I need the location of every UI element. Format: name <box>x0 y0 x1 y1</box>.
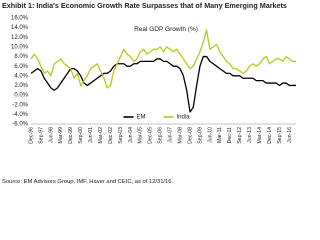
x-tick-label: Jun-10 <box>207 127 213 143</box>
y-tick-label: 0.0% <box>14 93 28 99</box>
chart: Exhibit 1: India's Economic Growth Rate … <box>2 1 296 185</box>
x-tick-label: Dec-14 <box>267 127 273 144</box>
x-tick-label: Dec-05 <box>148 127 154 144</box>
x-tick-label: Sep-97 <box>38 127 44 144</box>
y-tick-label: 10.0% <box>11 44 29 50</box>
source-note: Source: EM Advisors Group, IMF, Haver an… <box>2 179 173 185</box>
x-tick-label: Sep-15 <box>277 127 283 144</box>
x-tick-label: Jun-16 <box>287 127 293 143</box>
y-tick-label: 16.0% <box>11 16 29 22</box>
x-tick-label: Mar-11 <box>217 127 223 143</box>
x-tick-label: Sep-12 <box>237 127 243 144</box>
x-tick-label: Sep-09 <box>197 127 203 144</box>
x-tick-label: Mar-14 <box>257 127 263 144</box>
x-tick-label: Mar-05 <box>138 127 144 144</box>
x-tick-label: Dec-08 <box>187 127 193 144</box>
x-tick-label: Jun-07 <box>168 127 174 143</box>
x-tick-label: Dec-99 <box>68 127 74 144</box>
chart-subtitle: Real GDP Growth (%) <box>134 26 198 33</box>
x-tick-label: Sep-03 <box>118 127 124 144</box>
y-tick-label: 4.0% <box>14 73 28 79</box>
x-tick-label: Mar-99 <box>58 127 64 144</box>
y-tick-label: 14.0% <box>11 25 29 31</box>
x-tick-label: Jun-04 <box>128 127 134 143</box>
x-tick-label: Jun-13 <box>247 127 253 143</box>
x-tick-label: Mar-02 <box>98 127 104 144</box>
chart-title: Exhibit 1: India's Economic Growth Rate … <box>2 1 287 10</box>
y-tick-label: 6.0% <box>14 64 28 70</box>
x-tick-label: Mar-08 <box>177 127 183 144</box>
legend-label: India <box>177 115 191 121</box>
y-tick-label: -2.0% <box>12 102 28 108</box>
series-line <box>30 55 296 113</box>
y-tick-label: -4.0% <box>12 112 28 118</box>
y-tick-label: 12.0% <box>11 35 29 41</box>
x-tick-label: Sep-00 <box>78 127 84 144</box>
x-tick-label: Dec-02 <box>108 127 114 144</box>
x-tick-label: Jun-01 <box>88 127 94 143</box>
x-tick-label: Sep-06 <box>158 127 164 144</box>
y-tick-label: 2.0% <box>14 83 28 89</box>
x-tick-label: Dec-11 <box>227 127 233 143</box>
legend-label: EM <box>137 115 146 121</box>
x-tick-label: Jun-98 <box>48 127 54 143</box>
y-tick-label: 8.0% <box>14 54 28 60</box>
y-tick-label: -6.0% <box>12 122 28 128</box>
series-line <box>30 29 296 89</box>
x-tick-label: Dec-96 <box>28 127 34 144</box>
